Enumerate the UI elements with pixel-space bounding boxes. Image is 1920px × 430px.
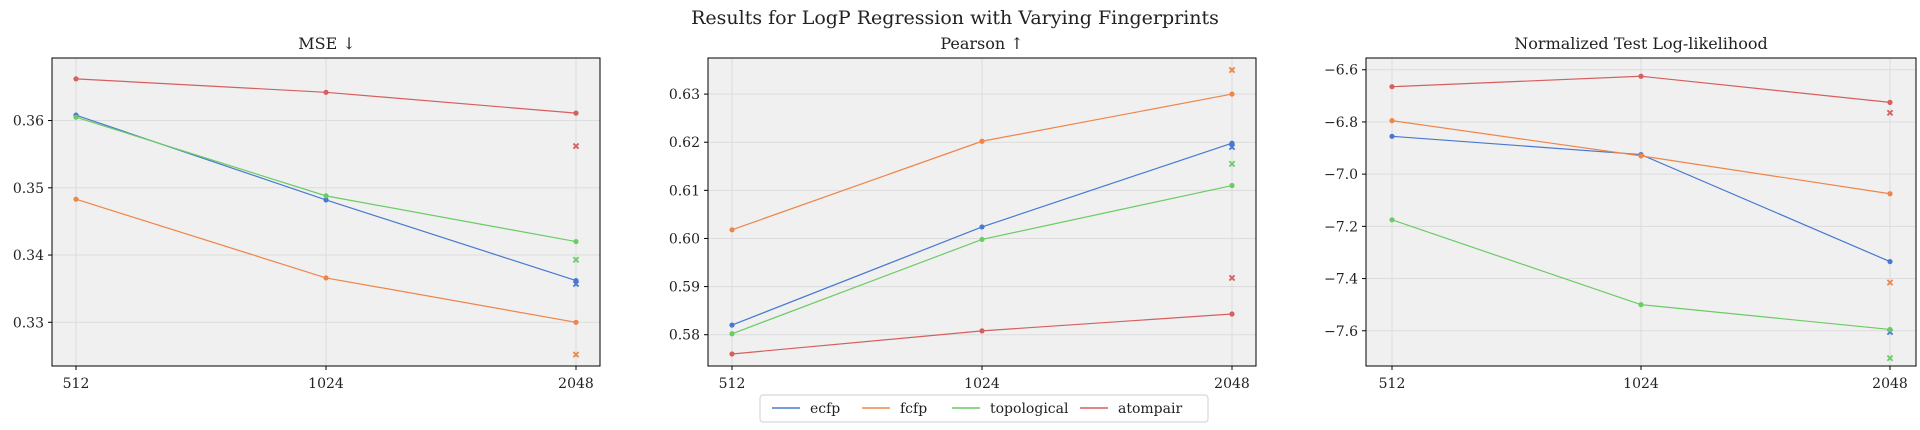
pearson-point-fcfp [979,138,985,144]
pearson-cross-marker-atompair [1228,274,1236,282]
pearson-plot-border [707,57,1257,367]
legend-label-ecfp: ecfp [810,401,840,417]
mse-y-tick-label: 0.33 [13,315,44,331]
mse-point-atompair [73,76,79,82]
pearson-y-tick-label: 0.59 [669,280,700,296]
loglik-x-tick-label: 1024 [1623,376,1659,392]
mse-x-tick-label: 512 [63,376,90,392]
loglik-point-atompair [1638,73,1644,79]
mse-cross-marker-atompair [572,142,580,150]
pearson-x-tick-label: 2048 [1214,376,1250,392]
legend-label-topological: topological [990,401,1069,417]
loglik-point-atompair [1887,99,1893,105]
mse-x-tick-label: 1024 [308,376,344,392]
loglik-panel: Normalized Test Log-likelihood −6.6 −6.8 −… [1324,34,1917,392]
mse-point-ecfp [323,197,329,203]
pearson-y-tick-label: 0.62 [669,135,700,151]
legend-label-fcfp: fcfp [900,401,927,417]
figure-title: Results for LogP Regression with Varying… [691,7,1219,29]
mse-y-tick-label: 0.34 [13,248,44,264]
mse-point-fcfp [573,319,579,325]
loglik-point-fcfp [1887,191,1893,197]
pearson-point-fcfp [1229,91,1235,97]
mse-point-atompair [323,89,329,95]
legend-frame [759,394,1209,423]
loglik-y-tick-label: −6.6 [1324,63,1358,79]
pearson-y-tick-label: 0.61 [669,183,700,199]
loglik-point-topological [1638,302,1644,308]
mse-cross-marker-fcfp [572,351,580,358]
pearson-panel: Pearson ↑ 0.58 0.59 0.60 0.61 0.62 0.63 512 102… [669,34,1257,392]
loglik-x-tick-label: 512 [1379,376,1406,392]
loglik-point-fcfp [1638,153,1644,159]
mse-panel-title: MSE ↓ [298,34,356,53]
pearson-x-tick-label: 1024 [964,376,1000,392]
mse-point-fcfp [323,275,329,281]
loglik-y-tick-label: −7.0 [1324,167,1358,183]
mse-point-topological [573,238,579,245]
mse-x-tick-label: 2048 [558,376,594,392]
loglik-y-tick-label: −7.6 [1324,324,1358,340]
mse-point-fcfp [73,196,79,202]
mse-panel: MSE ↓ 0.33 0.34 0.35 0.36 512 1024 2048 [13,34,601,392]
mse-point-topological [323,193,329,199]
pearson-point-atompair [1229,311,1235,317]
loglik-point-ecfp [1389,133,1395,139]
legend-label-atompair: atompair [1118,401,1182,417]
loglik-y-tick-label: −7.2 [1324,219,1358,235]
loglik-cross-marker-atompair [1886,109,1894,117]
loglik-point-atompair [1389,84,1395,90]
loglik-plot-border [1365,57,1917,367]
pearson-x-tick-label: 512 [719,376,746,392]
pearson-point-ecfp [729,322,735,328]
pearson-y-tick-label: 0.58 [669,328,700,344]
loglik-y-tick-label: −6.8 [1324,115,1358,131]
loglik-point-topological [1887,326,1893,333]
loglik-cross-marker-fcfp [1886,279,1894,286]
mse-plot-border [51,57,601,367]
loglik-x-tick-label: 2048 [1872,376,1908,392]
loglik-point-ecfp [1887,258,1893,265]
legend: ecfp fcfp topological atompair [759,394,1209,423]
loglik-point-topological [1389,217,1395,223]
pearson-cross-marker-fcfp [1228,66,1236,74]
pearson-point-topological [979,236,985,243]
pearson-point-ecfp [979,224,985,230]
pearson-point-topological [1229,182,1235,189]
pearson-y-tick-label: 0.63 [669,87,700,103]
mse-y-tick-label: 0.36 [13,114,44,130]
pearson-point-fcfp [729,227,735,233]
pearson-point-atompair [729,351,735,357]
pearson-point-atompair [979,328,985,334]
pearson-cross-marker-ecfp [1228,143,1236,151]
pearson-cross-marker-topological [1228,160,1236,168]
pearson-point-topological [729,331,735,337]
pearson-y-tick-label: 0.60 [669,231,700,247]
mse-point-topological [73,114,79,120]
mse-point-atompair [573,110,579,116]
mse-cross-marker-topological [572,256,580,263]
mse-cross-marker-ecfp [572,280,580,288]
loglik-panel-title: Normalized Test Log-likelihood [1514,34,1767,53]
loglik-point-fcfp [1389,118,1395,124]
mse-y-tick-label: 0.35 [13,181,44,197]
pearson-panel-title: Pearson ↑ [940,34,1023,53]
loglik-y-tick-label: −7.4 [1324,272,1358,288]
loglik-cross-marker-topological [1886,354,1894,362]
